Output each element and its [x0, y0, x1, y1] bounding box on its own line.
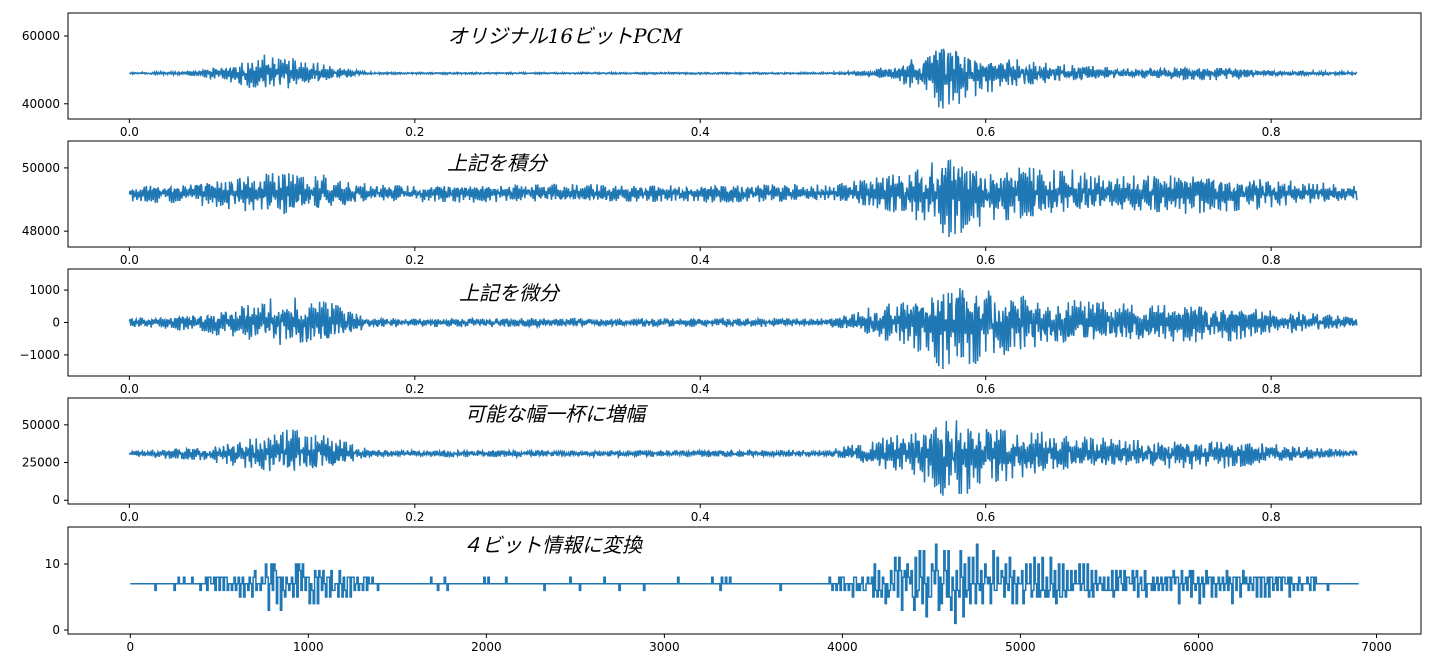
- x-tick-label: 5000: [1005, 640, 1036, 654]
- y-tick-label: 1000: [29, 283, 60, 297]
- x-tick-label: 6000: [1183, 640, 1214, 654]
- y-tick-label: 50000: [22, 161, 60, 175]
- series-line-2: [128, 159, 1358, 238]
- subplot-1: 0.0 0.2 0.4 0.6 0.8 40000 60000 オリジナル16ビットPCM: [22, 12, 1422, 139]
- x-tick-label: 0.2: [405, 382, 424, 396]
- subplot-2: 0.0 0.2 0.4 0.6 0.8 48000 50000 上記を積分: [22, 140, 1422, 267]
- x-tick-label: 0.8: [1262, 382, 1281, 396]
- x-tick-label: 0.4: [691, 382, 710, 396]
- x-tick-label: 0.6: [976, 382, 995, 396]
- y-tick-label: 60000: [22, 29, 60, 43]
- y-tick-label: 0: [52, 493, 60, 507]
- x-tick-label: 0.4: [691, 253, 710, 267]
- x-tick-label: 0.6: [976, 125, 995, 139]
- series-line-4: [128, 420, 1358, 496]
- series-line-5: [130, 543, 1359, 625]
- x-tick-label: 0.8: [1262, 125, 1281, 139]
- x-tick-label: 0.2: [405, 510, 424, 524]
- y-tick-label: 48000: [22, 224, 60, 238]
- x-tick-label: 1000: [293, 640, 324, 654]
- series-line-1: [128, 48, 1358, 109]
- x-tick-label: 0: [126, 640, 134, 654]
- x-tick-label: 0.8: [1262, 510, 1281, 524]
- y-tick-label: 25000: [22, 456, 60, 470]
- y-tick-label: 0: [52, 623, 60, 637]
- x-tick-label: 0.2: [405, 125, 424, 139]
- x-tick-label: 2000: [471, 640, 502, 654]
- axes-frame-2: [67, 140, 1422, 248]
- y-tick-label: 10: [45, 557, 60, 571]
- x-tick-label: 0.4: [691, 510, 710, 524]
- chart-title-4: 可能な幅一杯に増幅: [465, 402, 648, 426]
- chart-title-3: 上記を微分: [459, 281, 561, 305]
- y-tick-label: 40000: [22, 97, 60, 111]
- y-tick-label: −1000: [19, 348, 60, 362]
- x-tick-label: 7000: [1361, 640, 1392, 654]
- x-tick-label: 0.6: [976, 253, 995, 267]
- x-tick-label: 4000: [827, 640, 858, 654]
- x-tick-label: 0.2: [405, 253, 424, 267]
- x-tick-label: 3000: [649, 640, 680, 654]
- axes-frame-5: [67, 526, 1422, 635]
- axes-frame-1: [67, 12, 1422, 120]
- chart-title-5: ４ビット情報に変換: [462, 533, 643, 557]
- x-tick-label: 0.0: [120, 510, 139, 524]
- y-tick-label: 0: [52, 316, 60, 330]
- subplot-5: 0 1000 2000 3000 4000 5000 6000 7000 0 10 ４ビット情報に変…: [45, 526, 1422, 654]
- subplot-4: 0.0 0.2 0.4 0.6 0.8 0 25000 50000 可能な幅一杯に増幅: [22, 397, 1422, 524]
- series-line-3: [128, 288, 1358, 370]
- x-tick-label: 0.0: [120, 382, 139, 396]
- x-tick-label: 0.8: [1262, 253, 1281, 267]
- chart-title-2: 上記を積分: [447, 151, 549, 175]
- x-tick-label: 0.4: [691, 125, 710, 139]
- subplot-3: 0.0 0.2 0.4 0.6 0.8 −1000 0 1000 上記を微分: [19, 268, 1422, 396]
- y-tick-label: 50000: [22, 418, 60, 432]
- x-tick-label: 0.0: [120, 253, 139, 267]
- chart-title-1: オリジナル16ビットPCM: [448, 24, 683, 48]
- x-tick-label: 0.6: [976, 510, 995, 524]
- x-tick-label: 0.0: [120, 125, 139, 139]
- axes-frame-4: [67, 397, 1422, 505]
